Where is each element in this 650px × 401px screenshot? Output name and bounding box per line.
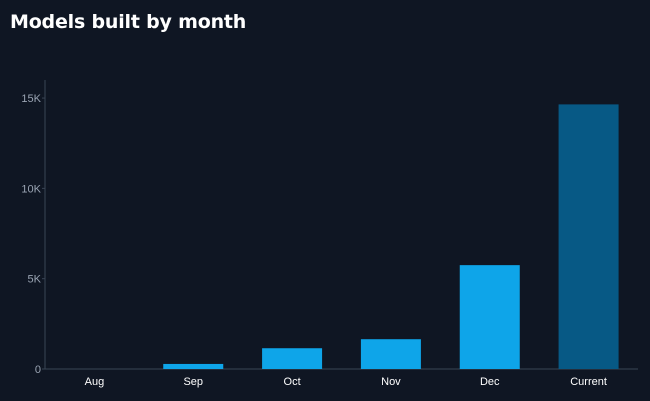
y-tick-label: 15K xyxy=(21,93,41,105)
chart-title: Models built by month xyxy=(10,11,247,33)
x-tick-label: Aug xyxy=(85,376,105,388)
y-tick-label: 0 xyxy=(35,364,41,376)
x-tick-label: Oct xyxy=(284,376,301,388)
x-tick-label: Current xyxy=(570,376,607,388)
y-tick-label: 5K xyxy=(28,274,42,286)
bar-nov[interactable] xyxy=(360,339,421,369)
bar-current[interactable] xyxy=(558,104,619,370)
x-tick-label: Sep xyxy=(183,376,203,388)
bar-oct[interactable] xyxy=(262,348,323,369)
bar-dec[interactable] xyxy=(459,265,520,369)
y-tick-label: 10K xyxy=(21,183,41,195)
bar-sep[interactable] xyxy=(163,363,224,369)
chart-axes xyxy=(42,80,638,370)
chart-labels: 0 5K 10K 15K Aug Sep Oct Nov Dec Current xyxy=(21,93,607,388)
x-tick-label: Dec xyxy=(480,376,500,388)
chart-bars xyxy=(163,104,619,370)
x-tick-label: Nov xyxy=(381,376,401,388)
